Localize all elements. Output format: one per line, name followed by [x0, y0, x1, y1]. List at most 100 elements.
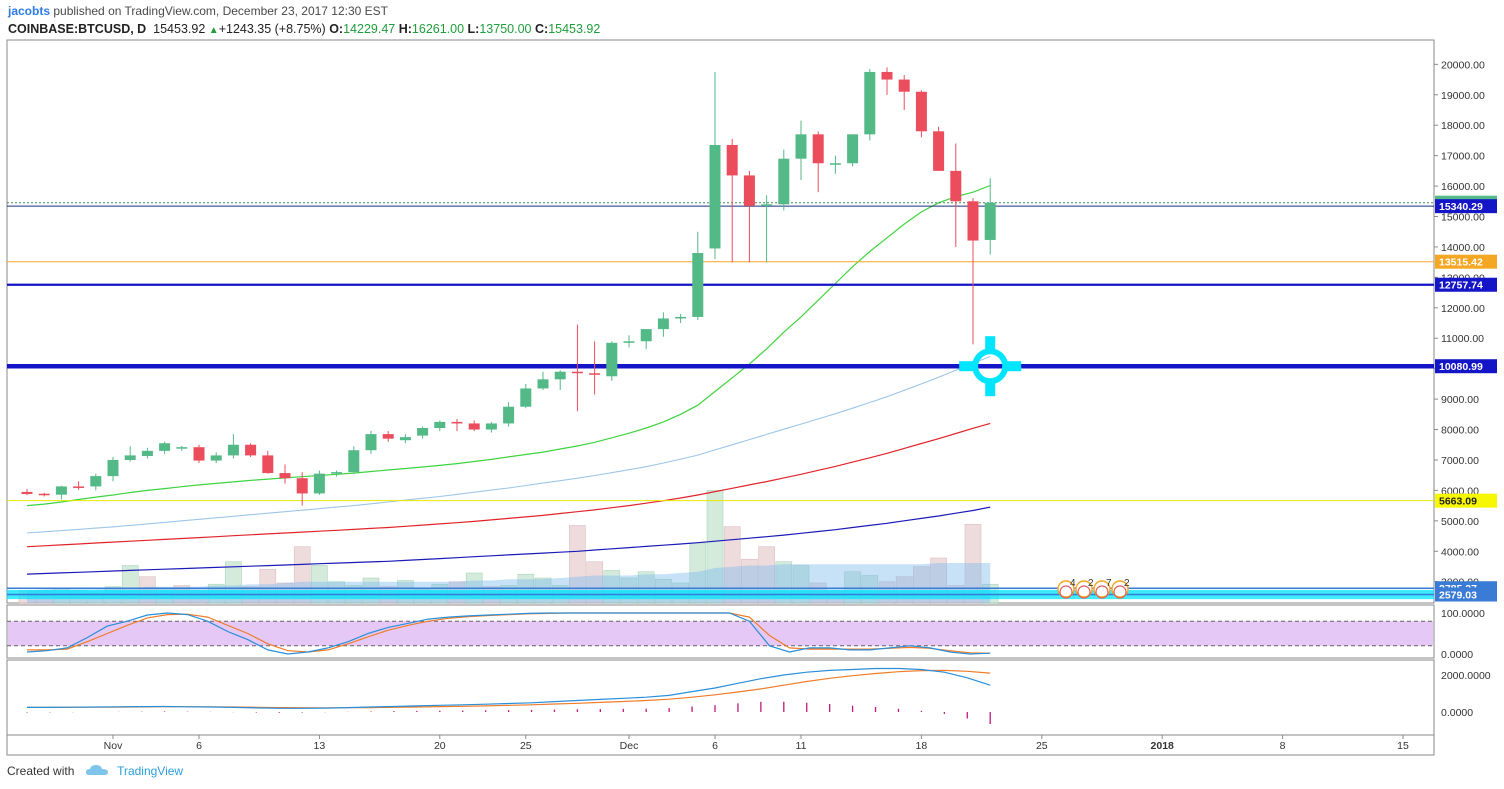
- time-tick-label: 2018: [1151, 740, 1175, 752]
- ma200-line: [26, 506, 991, 575]
- candle-body: [141, 450, 153, 457]
- candle-body: [571, 371, 583, 374]
- time-tick-label: 8: [1280, 740, 1286, 752]
- candle-body: [898, 79, 910, 92]
- candle-body: [331, 472, 343, 474]
- candle-body: [537, 379, 549, 389]
- candle-body: [657, 318, 669, 330]
- stoch-axis-label: 0.0000: [1441, 649, 1473, 661]
- ma100-line: [26, 422, 991, 548]
- candle-body: [348, 450, 360, 473]
- event-badge-icon: [1093, 580, 1111, 598]
- time-tick-label: 25: [520, 740, 532, 752]
- candle-body: [417, 428, 429, 436]
- macd-axis-label: 0.0000: [1441, 707, 1473, 719]
- symbol-label[interactable]: COINBASE:BTCUSD, D: [8, 22, 147, 36]
- level-price-tag: [1435, 359, 1497, 374]
- time-tick-label: 15: [1397, 740, 1409, 752]
- level-price-tag: [1435, 493, 1497, 508]
- candle-body: [503, 406, 515, 424]
- time-tick-label: 25: [1036, 740, 1048, 752]
- candle-body: [73, 486, 85, 488]
- level-price-label: 2579.03: [1439, 590, 1477, 602]
- macd-pane: [6, 659, 1435, 736]
- event-badge-icon: [1075, 580, 1093, 598]
- candle-body: [55, 486, 67, 495]
- candle-body: [812, 134, 824, 164]
- publish-line: jacobts published on TradingView.com, De…: [8, 4, 388, 18]
- candle-body: [21, 491, 33, 495]
- candle-body: [227, 444, 239, 456]
- candle-body: [554, 371, 566, 380]
- low-value: 13750.00: [479, 22, 532, 36]
- last-price: 15453.92: [153, 22, 206, 36]
- candle-body: [795, 134, 807, 159]
- event-badge-count: 2: [1088, 578, 1094, 589]
- candle-body: [692, 253, 704, 317]
- price-tick-label: 14000.00: [1441, 242, 1485, 254]
- candle-body: [210, 455, 222, 461]
- price-tick-label: 5000.00: [1441, 516, 1479, 528]
- low-label: L:: [467, 22, 480, 36]
- candle-body: [296, 478, 308, 494]
- high-label: H:: [398, 22, 412, 36]
- event-badge-icon: [1057, 580, 1075, 598]
- candle-body: [743, 175, 755, 206]
- level-price-tag: [1435, 277, 1497, 292]
- tradingview-link[interactable]: TradingView: [117, 764, 184, 778]
- price-tick-label: 4000.00: [1441, 546, 1479, 558]
- candle-body: [485, 423, 497, 430]
- event-badge-ring: [1077, 585, 1091, 599]
- candle-body: [864, 71, 876, 135]
- target-marker-arm: [985, 381, 996, 397]
- candle-body: [124, 455, 136, 460]
- level-price-tag: [1435, 254, 1497, 269]
- price-tick-label: 20000.00: [1441, 59, 1485, 71]
- candle-body: [313, 473, 325, 494]
- candle-body: [365, 434, 377, 451]
- candle-body: [967, 201, 979, 241]
- candle-body: [434, 421, 446, 429]
- stoch-axis-label: 100.0000: [1441, 608, 1485, 620]
- candle-body: [159, 443, 171, 451]
- time-axis: [6, 734, 1435, 756]
- stoch-band: [8, 621, 1433, 646]
- candle-body: [915, 91, 927, 132]
- tradingview-logo-icon: [85, 764, 108, 779]
- volume-bar: [569, 525, 586, 604]
- event-badge-ring: [1095, 585, 1109, 599]
- volume-bar: [706, 490, 724, 604]
- macd-line: [27, 667, 991, 709]
- candle-body: [640, 329, 652, 342]
- candle-body: [451, 421, 463, 424]
- candle-body: [176, 447, 188, 449]
- target-marker-arm: [959, 361, 976, 372]
- ma50-line: [26, 355, 991, 534]
- price-tick-label: 19000.00: [1441, 90, 1485, 102]
- candle-body: [761, 204, 773, 206]
- volume-bar: [723, 526, 741, 604]
- open-label: O:: [329, 22, 344, 36]
- author-name[interactable]: jacobts: [8, 4, 51, 18]
- candle-body: [950, 170, 962, 202]
- candle-body: [709, 144, 721, 249]
- ma20-line: [26, 184, 991, 507]
- candle-body: [90, 476, 102, 487]
- candle-body: [881, 71, 893, 80]
- time-tick-label: 20: [434, 740, 446, 752]
- close-label: C:: [534, 22, 549, 36]
- time-tick-label: 13: [314, 740, 326, 752]
- candle-body: [933, 131, 945, 171]
- candle-body: [468, 423, 480, 430]
- footer: Created with TradingView: [7, 764, 183, 779]
- candle-body: [399, 437, 411, 441]
- candle-body: [520, 388, 532, 407]
- time-tick-label: Dec: [620, 740, 639, 752]
- candle-body: [589, 373, 601, 375]
- price-tick-label: 18000.00: [1441, 120, 1485, 132]
- event-badge-icon: [1111, 580, 1129, 598]
- event-badge-count: 7: [1106, 578, 1112, 589]
- candle-body: [726, 144, 738, 176]
- candle-body: [847, 134, 859, 164]
